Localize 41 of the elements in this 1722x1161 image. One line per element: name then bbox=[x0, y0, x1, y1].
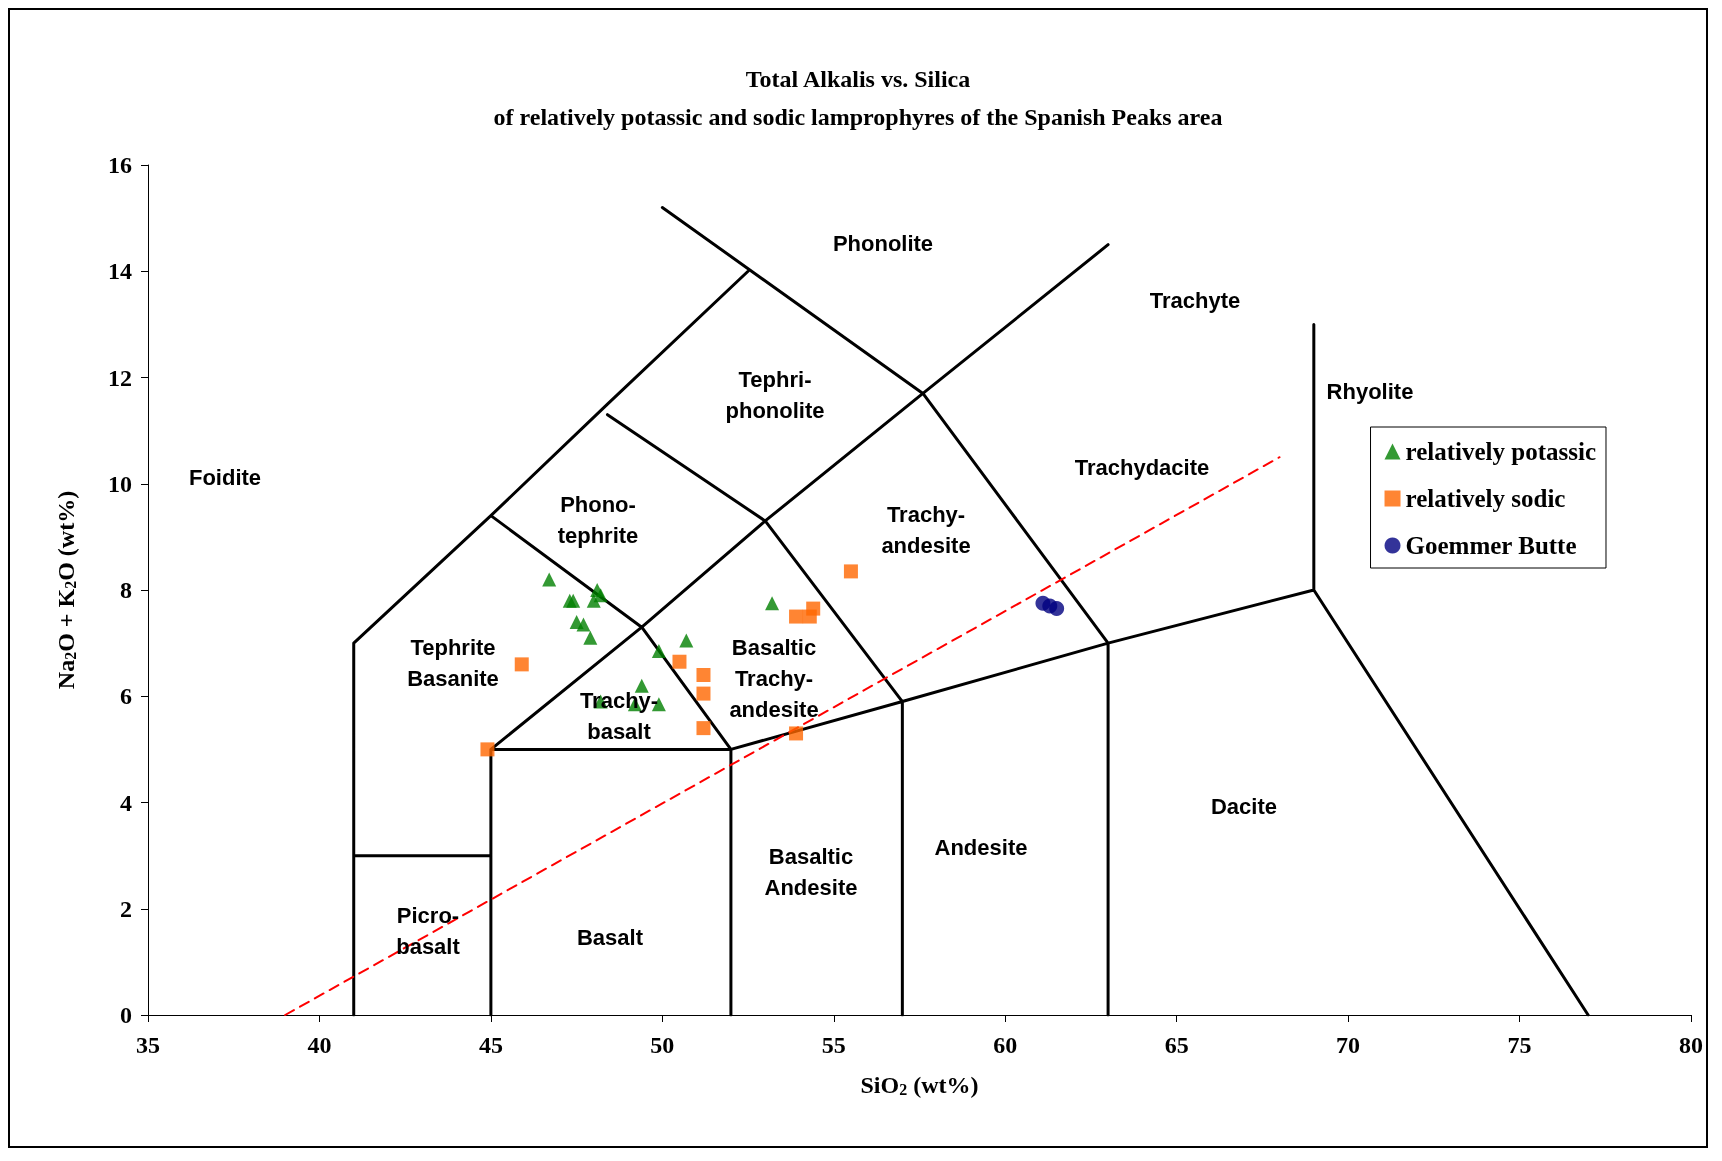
x-tick-label: 60 bbox=[993, 1032, 1018, 1058]
y-tick-label: 2 bbox=[120, 895, 132, 922]
annotation: Tephrite Basanite bbox=[407, 635, 499, 691]
legend-label: relatively potassic bbox=[1405, 438, 1597, 465]
x-tick-label: 45 bbox=[478, 1032, 503, 1058]
x-tick-label: 80 bbox=[1679, 1032, 1703, 1058]
annotation: Tephri- phonolite bbox=[725, 367, 825, 423]
annotation: Phonolite bbox=[832, 230, 934, 256]
annotation: Trachyte bbox=[1149, 287, 1241, 313]
annotation: Basalt bbox=[576, 924, 644, 950]
x-tick-label: 55 bbox=[821, 1032, 846, 1058]
annotation: Trachy- andesite bbox=[881, 502, 971, 558]
annotation: Basaltic Trachy- andesite bbox=[729, 634, 819, 722]
y-tick-label: 6 bbox=[120, 683, 132, 710]
annotation: Picro- basalt bbox=[396, 903, 461, 959]
y-tick-label: 16 bbox=[108, 152, 132, 178]
x-axis-title: SiO2 (wt%) bbox=[860, 1072, 979, 1098]
annotation: Basaltic Andesite bbox=[764, 844, 858, 900]
x-tick-label: 65 bbox=[1164, 1032, 1189, 1058]
y-tick-label: 12 bbox=[108, 364, 132, 391]
legend-label: Goemmer Butte bbox=[1405, 532, 1577, 559]
y-tick-label: 8 bbox=[120, 577, 132, 603]
annotation: Andesite bbox=[934, 834, 1028, 860]
annotation: Rhyolite bbox=[1326, 378, 1414, 404]
x-tick-label: 40 bbox=[307, 1032, 332, 1058]
chart-title: Total Alkalis vs. Silica bbox=[745, 66, 971, 92]
y-tick-label: 4 bbox=[120, 789, 132, 816]
x-tick-label: 35 bbox=[136, 1032, 160, 1058]
x-tick-label: 75 bbox=[1507, 1032, 1532, 1058]
annotation: Phono- tephrite bbox=[557, 492, 639, 548]
annotation: Dacite bbox=[1210, 793, 1278, 819]
x-tick-label: 50 bbox=[650, 1032, 675, 1058]
y-tick-label: 0 bbox=[120, 1002, 132, 1028]
y-axis-title: Na2O + K2O (wt%) bbox=[53, 490, 79, 690]
annotation: Trachydacite bbox=[1074, 454, 1210, 480]
y-tick-label: 10 bbox=[108, 470, 132, 497]
y-tick-label: 14 bbox=[108, 258, 132, 285]
chart-subtitle: of relatively potassic and sodic lamprophyres of the Spanish Peaks area bbox=[493, 104, 1223, 130]
legend-label: relatively sodic bbox=[1405, 485, 1566, 512]
x-tick-label: 70 bbox=[1336, 1032, 1361, 1058]
annotation: Foidite bbox=[188, 464, 262, 490]
